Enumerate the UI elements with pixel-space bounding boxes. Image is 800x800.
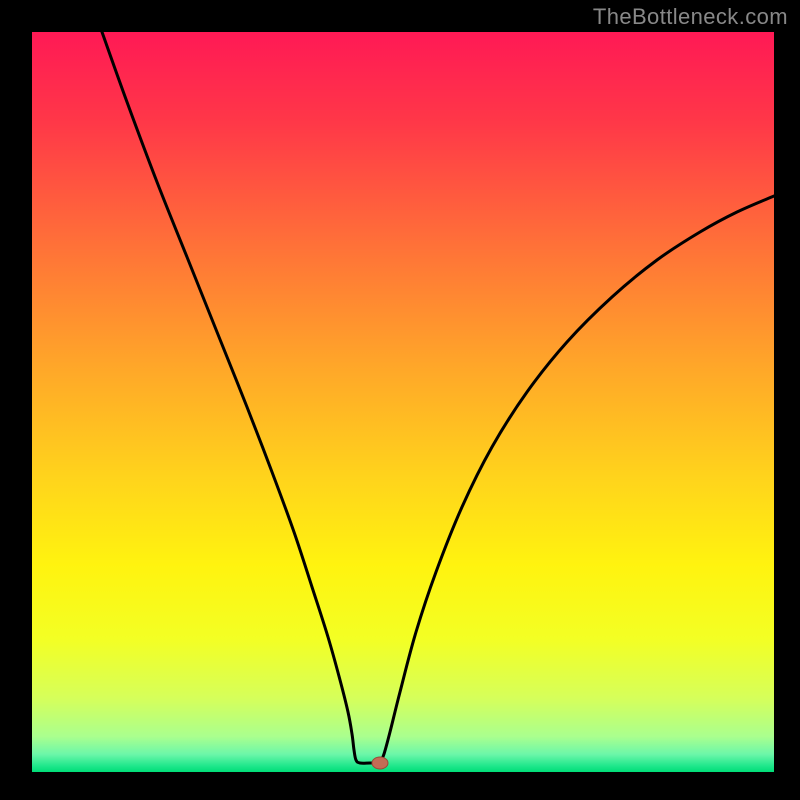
watermark-text: TheBottleneck.com xyxy=(593,4,788,30)
right-curve xyxy=(380,196,774,763)
plot-area xyxy=(32,32,774,772)
optimal-point-marker xyxy=(372,757,388,769)
curves-svg xyxy=(32,32,774,772)
left-curve xyxy=(102,32,380,763)
